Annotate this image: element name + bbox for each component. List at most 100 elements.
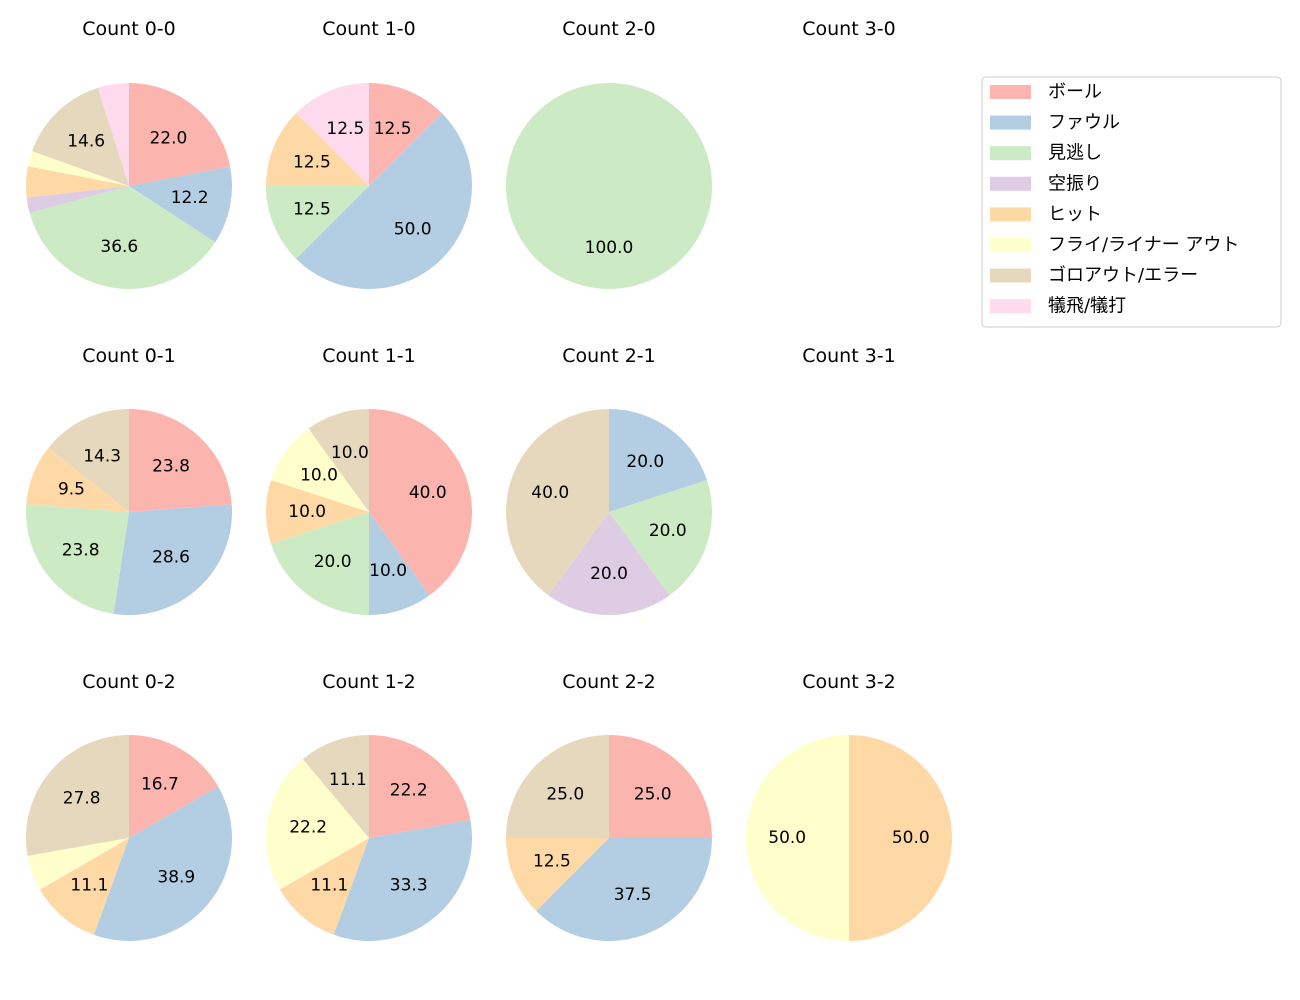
wedge-7 <box>97 83 129 186</box>
wedge-1 <box>333 820 472 941</box>
wedge-2 <box>609 480 712 596</box>
legend-swatch <box>990 146 1031 161</box>
wedge-1 <box>93 786 233 942</box>
wedge-4 <box>26 166 130 198</box>
legend-swatch <box>990 268 1031 283</box>
wedge-0 <box>369 735 471 838</box>
wedge-3 <box>548 512 670 615</box>
wedge-2 <box>29 186 216 289</box>
wedge-label: 100.0 <box>585 238 634 258</box>
wedge-label: 14.6 <box>67 131 105 151</box>
wedge-3 <box>26 186 129 213</box>
legend-swatch <box>990 238 1031 252</box>
pie-title: Count 0-2 <box>82 671 176 693</box>
pie-count-2-1: Count 2-1 20.0 20.0 20.0 40.0 <box>506 345 712 615</box>
pie-count-3-0: Count 3-0 <box>802 18 896 40</box>
wedge-label: 20.0 <box>314 552 352 572</box>
wedge-2 <box>266 186 369 259</box>
wedge-label: 20.0 <box>590 564 628 584</box>
wedge-label: 27.8 <box>63 788 101 808</box>
wedge-label: 9.5 <box>58 479 85 499</box>
wedge-4 <box>266 113 369 186</box>
wedge-1 <box>129 166 232 243</box>
wedge-1 <box>536 838 712 941</box>
wedge-0 <box>129 83 231 186</box>
wedge-0 <box>129 409 232 512</box>
legend-item: 犠飛/犠打 <box>1048 296 1126 317</box>
legend-item: ボール <box>1048 82 1102 103</box>
wedge-label: 10.0 <box>331 443 369 463</box>
wedge-label: 40.0 <box>409 483 447 503</box>
legend-frame <box>981 76 1282 328</box>
wedge-label: 50.0 <box>394 220 432 240</box>
wedge-label: 12.2 <box>171 188 209 208</box>
wedge-label: 10.0 <box>288 502 326 522</box>
wedge-label: 40.0 <box>531 483 569 503</box>
wedge-1 <box>609 409 707 512</box>
wedge-1 <box>296 113 472 289</box>
wedge-label: 23.8 <box>152 457 190 477</box>
wedge-6 <box>32 87 129 186</box>
wedge-5 <box>271 428 369 512</box>
pie-count-0-2: Count 0-2 16.7 38.9 11.1 27.8 <box>26 671 233 942</box>
wedge-0 <box>369 409 472 596</box>
wedge-label: 10.0 <box>300 466 338 486</box>
wedge-7 <box>296 83 369 186</box>
wedge-0 <box>609 735 712 838</box>
legend-swatch <box>990 299 1031 314</box>
wedge-4 <box>39 838 129 935</box>
pie-title: Count 3-1 <box>802 345 896 367</box>
wedge-label: 12.5 <box>326 119 364 139</box>
wedge-label: 12.5 <box>293 152 331 172</box>
pie-count-2-2: Count 2-2 25.0 37.5 12.5 25.0 <box>506 671 712 941</box>
wedge-label: 12.5 <box>293 200 331 220</box>
wedge-label: 11.1 <box>70 875 108 895</box>
legend-swatch <box>990 207 1031 222</box>
pie-count-3-2: Count 3-2 50.0 50.0 <box>746 671 952 941</box>
wedge-6 <box>506 409 609 596</box>
wedge-label: 36.6 <box>100 237 138 257</box>
pie-count-0-0: Count 0-0 22.0 12.2 36.6 14.6 <box>26 18 232 289</box>
wedge-2 <box>271 512 369 615</box>
pie-title: Count 0-0 <box>82 18 176 40</box>
pie-count-1-2: Count 1-2 22.2 33.3 11.1 22.2 11.1 <box>265 671 472 941</box>
legend-swatch <box>990 115 1031 130</box>
wedge-label: 25.0 <box>634 784 672 804</box>
pie-title: Count 1-1 <box>322 345 416 367</box>
pie-title: Count 0-1 <box>82 345 176 367</box>
wedge-6 <box>48 409 130 512</box>
pie-title: Count 1-2 <box>322 671 416 693</box>
pie-title: Count 2-2 <box>562 671 656 693</box>
pie-title: Count 3-0 <box>802 18 896 40</box>
wedge-2 <box>25 504 129 614</box>
wedge-label: 20.0 <box>649 521 687 541</box>
wedge-6 <box>26 735 130 856</box>
wedge-label: 33.3 <box>390 875 428 895</box>
wedge-5 <box>265 759 369 890</box>
pie-title: Count 2-1 <box>562 345 656 367</box>
wedge-label: 50.0 <box>768 828 806 848</box>
wedge-0 <box>129 735 219 838</box>
pie-count-1-0: Count 1-0 12.5 50.0 12.5 12.5 12.5 <box>266 18 472 289</box>
wedge-1 <box>113 504 232 615</box>
wedge-label: 11.1 <box>329 770 367 790</box>
wedge-4 <box>26 447 129 512</box>
wedge-label: 16.7 <box>141 774 179 794</box>
wedge-label: 14.3 <box>83 446 121 466</box>
legend-item: 見逃し <box>1048 143 1102 164</box>
legend-item: ゴロアウト/エラー <box>1048 265 1198 286</box>
wedge-2 <box>506 83 712 289</box>
legend-item: ファウル <box>1048 112 1120 133</box>
pie-count-3-1: Count 3-1 <box>802 345 896 367</box>
legend-swatch <box>990 85 1031 99</box>
wedge-4 <box>849 735 952 941</box>
wedge-label: 22.2 <box>289 817 327 837</box>
wedge-label: 50.0 <box>892 828 930 848</box>
pie-title: Count 2-0 <box>562 18 656 40</box>
wedge-label: 25.0 <box>546 784 584 804</box>
wedge-label: 11.1 <box>310 875 348 895</box>
wedge-label: 37.5 <box>614 885 652 905</box>
pie-count-1-1: Count 1-1 40.0 10.0 20.0 10.0 10.0 10.0 <box>266 345 472 615</box>
